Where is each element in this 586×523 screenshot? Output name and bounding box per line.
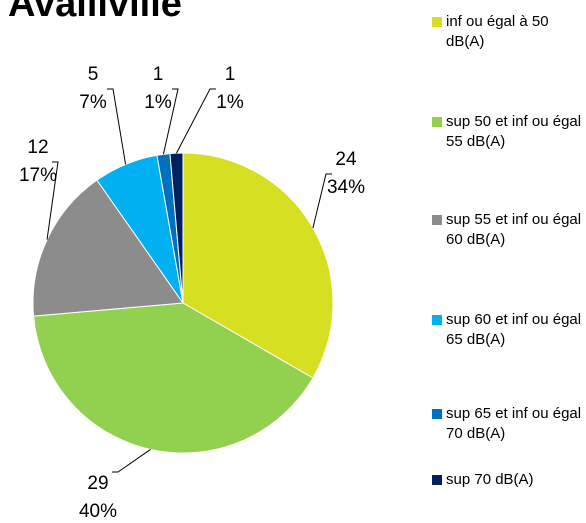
pie-slice [169,152,184,304]
legend-item: inf ou égal à 50 dB(A) [432,12,582,52]
data-label: 1% [144,92,172,113]
legend-item: sup 65 et inf ou égal 70 dB(A) [432,404,582,444]
data-label: 34% [327,177,365,198]
legend-label: sup 70 dB(A) [446,471,534,488]
data-label: 7% [79,92,107,113]
data-label: 12 [27,137,48,158]
legend-item: sup 70 dB(A) [432,470,582,490]
legend-swatch [432,117,442,127]
legend-label: inf ou égal à 50 dB(A) [446,13,549,50]
data-label: 40% [79,501,117,522]
data-label: 5 [88,64,99,85]
legend-swatch [432,315,442,325]
pie-slice [182,152,334,379]
legend-label: sup 50 et inf ou égal 55 dB(A) [446,113,582,150]
data-label: 24 [335,149,357,170]
legend-item: sup 55 et inf ou égal 60 dB(A) [432,210,582,250]
legend-swatch [432,17,442,27]
leader-line [107,88,127,165]
legend-swatch [432,215,442,225]
leader-line [312,173,332,229]
leader-line [162,88,179,155]
leader-line [176,88,216,154]
legend-item: sup 60 et inf ou égal 65 dB(A) [432,310,582,350]
legend-swatch [432,409,442,419]
leader-line [112,449,151,473]
legend-label: sup 65 et inf ou égal 70 dB(A) [446,405,582,442]
data-label: 1 [225,64,236,85]
legend-label: sup 60 et inf ou égal 65 dB(A) [446,311,582,348]
legend-item: sup 50 et inf ou égal 55 dB(A) [432,112,582,152]
legend-swatch [432,475,442,485]
data-label: 29 [87,473,108,494]
legend-label: sup 55 et inf ou égal 60 dB(A) [446,211,582,248]
chart-title: Availlville [8,0,182,25]
data-label: 17% [19,165,57,186]
data-label: 1 [153,64,164,85]
leader-line [46,161,59,240]
data-label: 1% [216,92,244,113]
